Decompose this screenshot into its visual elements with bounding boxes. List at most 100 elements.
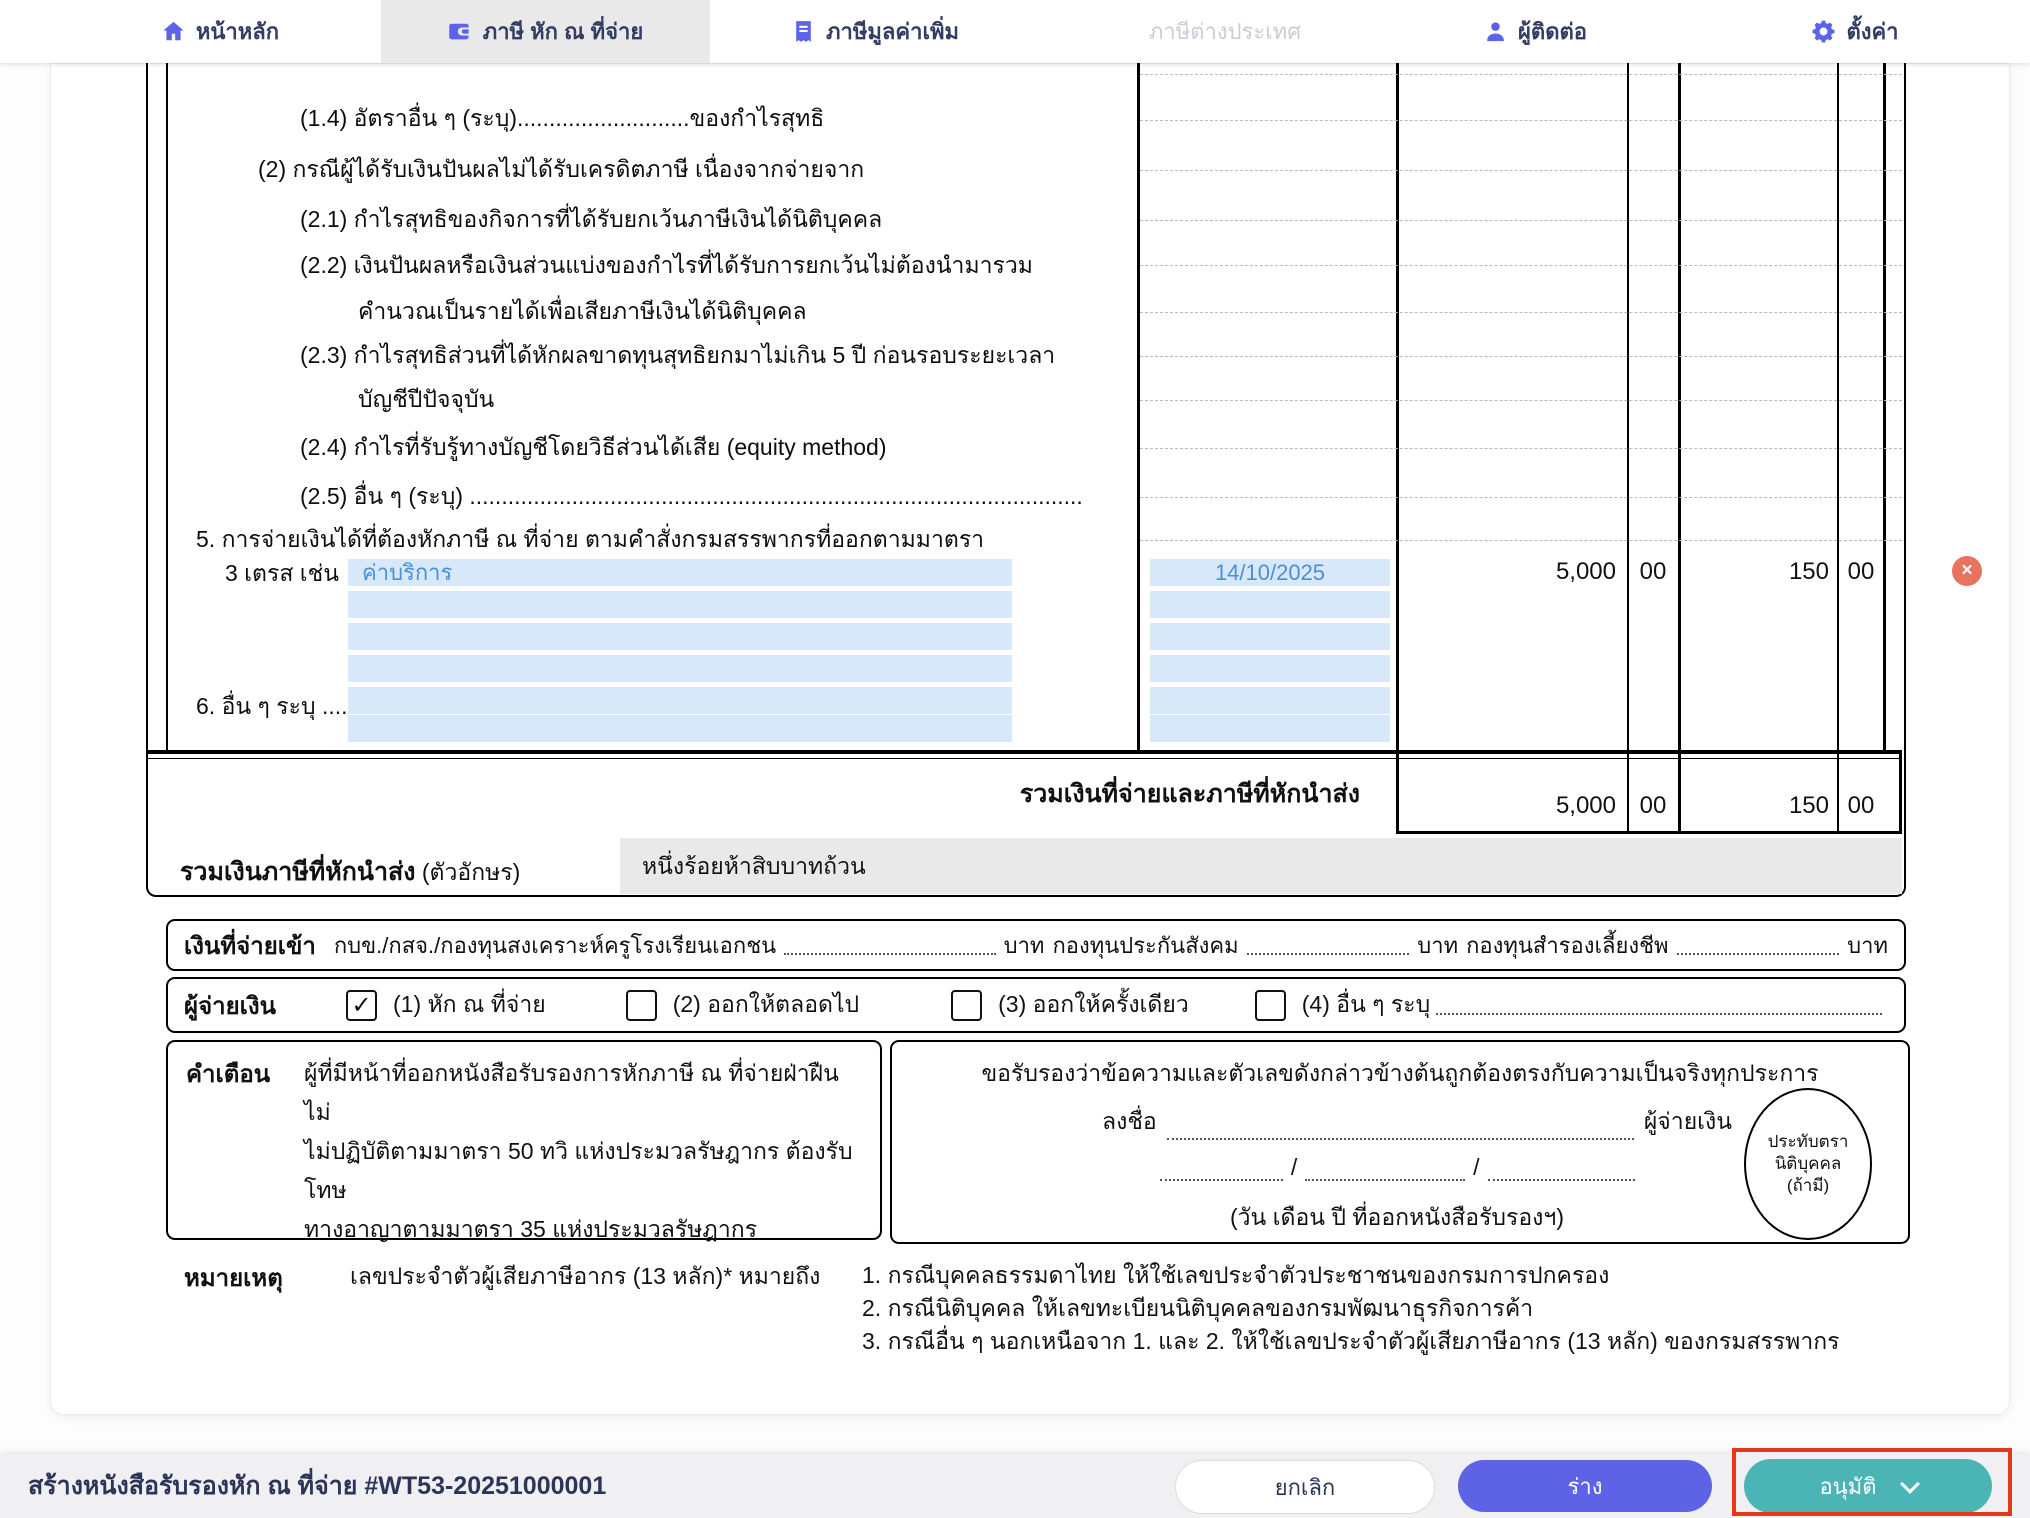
gear-icon [1813,20,1835,43]
income-item: บัญชีปีปัจจุบัน [358,386,495,412]
stamp-line: นิติบุคคล [1774,1154,1842,1173]
nav-label: ภาษีต่างประเทศ [1148,19,1302,44]
payer-checkbox-2[interactable] [625,989,657,1021]
item5-date-input[interactable]: 14/10/2025 [1150,559,1390,586]
payer-option-label: (1) หัก ณ ที่จ่าย [393,991,546,1017]
col-line-desc-date [1137,63,1140,750]
note-line: 3. กรณีอื่น ๆ นอกเหนือจาก 1. และ 2. ให้ใ… [862,1328,1840,1354]
nav-item-home[interactable]: หน้าหลัก [130,0,310,63]
nav-item-vat[interactable]: ภาษีมูลค่าเพิ่ม [760,0,990,63]
payer-checkbox-1[interactable]: ✓ [346,989,377,1021]
income-item: (2.5) อื่น ๆ (ระบุ) ....................… [300,483,1083,509]
notes-label: หมายเหตุ [184,1265,283,1292]
warning-label: คำเตือน [186,1061,271,1088]
payer-option-label: (2) ออกให้ตลอดไป [672,991,860,1017]
col-line-date-amount [1396,63,1399,750]
fund-dotted-line [784,935,996,955]
item5-date-input[interactable] [1150,655,1390,682]
person-icon [1487,22,1504,42]
nav-label: ภาษีมูลค่าเพิ่ม [826,19,959,44]
row-dash [1140,497,1902,498]
draft-button-label: ร่าง [1567,1473,1603,1499]
item6-date-input[interactable] [1150,715,1390,742]
income-item: (2.1) กำไรสุทธิของกิจการที่ได้รับยกเว้นภ… [300,206,883,232]
fund-dotted-line [1246,935,1410,955]
row-dash [1140,220,1902,221]
item5-date-input[interactable] [1150,687,1390,714]
payer-checkbox-3[interactable] [951,989,983,1021]
check-icon: ✓ [351,991,372,1019]
warning-line: ทางอาญาตามมาตรา 35 แห่งประมวลรัษฎากร [304,1216,758,1242]
item5-amount-satang: 00 [1639,558,1667,585]
fund-dotted-line [1676,935,1840,955]
nav-item-contacts[interactable]: ผู้ติดต่อ [1440,0,1630,63]
item5-description-input[interactable] [348,623,1012,650]
form-outer-border [146,63,1906,897]
date-line [1305,1161,1466,1181]
income-item: (2.2) เงินปันผลหรือเงินส่วนแบ่งของกำไรที… [300,252,1033,278]
cert-sign-row: ลงชื่อ ผู้จ่ายเงิน [1102,1104,1732,1140]
income-item: คำนวณเป็นรายได้เพื่อเสียภาษีเงินได้นิติบ… [358,298,807,324]
totals-satang-line-tax [1837,750,1839,834]
item5-tax-satang: 00 [1847,558,1875,585]
col-line-amount-tax [1678,63,1681,750]
item5-date-input[interactable] [1150,623,1390,650]
totals-divider-thick [146,750,1902,754]
satang-line-tax [1837,63,1839,750]
cancel-button-label: ยกเลิก [1274,1474,1336,1500]
note-line: 1. กรณีบุคคลธรรมดาไทย ให้ใช้เลขประจำตัวป… [862,1262,1610,1288]
cancel-button[interactable]: ยกเลิก [1175,1460,1435,1514]
item5-description-input[interactable] [348,687,1012,714]
nav-item-settings[interactable]: ตั้งค่า [1770,0,1940,63]
item5-description-input[interactable]: ค่าบริการ [348,559,1012,586]
total-amount-satang: 00 [1639,792,1667,819]
item5-description-input[interactable] [348,655,1012,682]
document-title: สร้างหนังสือรับรองหัก ณ ที่จ่าย #WT53-20… [28,1472,607,1500]
payer-option-label: (4) อื่น ๆ ระบุ [1301,991,1431,1017]
date-line [1160,1161,1283,1181]
draft-button[interactable]: ร่าง [1458,1460,1712,1512]
row-dash [1140,265,1902,266]
row-dash [1140,448,1902,449]
warning-line: ผู้ที่มีหน้าที่ออกหนังสือรับรองการหักภาษ… [304,1060,839,1125]
item6-description-input[interactable] [348,715,1012,742]
cert-sign-label: ลงชื่อ [1102,1108,1157,1134]
item5-description-input[interactable] [348,591,1012,618]
income-item: (1.4) อัตราอื่น ๆ (ระบุ)................… [300,105,825,131]
totals-divider-thin [146,758,1902,759]
date-slash: / [1290,1154,1298,1180]
note-line: 2. กรณีนิติบุคคล ให้เลขทะเบียนนิติบุคคลข… [862,1295,1534,1321]
approve-button[interactable]: อนุมัติ [1744,1459,1992,1513]
fund-box: เงินที่จ่ายเข้า กบข./กสจ./กองทุนสงเคราะห… [166,919,1906,971]
fund-baht: บาท [1417,932,1459,958]
item5-date-input[interactable] [1150,591,1390,618]
notes-intro: เลขประจำตัวผู้เสียภาษีอากร (13 หลัก)* หม… [350,1263,821,1289]
stamp-line: (ถ้ามี) [1786,1176,1830,1195]
totals-box [1396,750,1902,834]
total-words-label-bold: รวมเงินภาษีที่หักนำส่ง [180,858,416,886]
fund-label: เงินที่จ่ายเข้า [184,932,316,960]
item5-amount-baht: 5,000 [1555,558,1616,585]
fund-baht: บาท [1847,932,1888,958]
income-item: (2) กรณีผู้ได้รับเงินปันผลไม่ได้รับเครดิ… [258,156,865,182]
payer-label: ผู้จ่ายเงิน [184,992,276,1020]
corporate-seal-stamp: ประทับตรา นิติบุคคล (ถ้ามี) [1744,1088,1872,1240]
cert-statement: ขอรับรองว่าข้อความและตัวเลขดังกล่าวข้างต… [981,1060,1819,1086]
nav-label: ตั้งค่า [1846,19,1899,44]
table-left-line [166,63,168,750]
remove-row-button[interactable]: × [1952,556,1982,586]
nav-label: ผู้ติดต่อ [1518,19,1587,44]
payer-checkbox-4[interactable] [1254,989,1286,1021]
row-dash [1140,400,1902,401]
nav-item-foreign-tax: ภาษีต่างประเทศ [1120,0,1330,63]
row-dash [1140,312,1902,313]
item5-label-line2: 3 เตรส เช่น [225,560,339,586]
income-item: (2.3) กำไรสุทธิส่วนที่ได้หักผลขาดทุนสุทธ… [300,342,1056,368]
nav-item-withholding-tax[interactable]: ภาษี หัก ณ ที่จ่าย [381,0,710,63]
wallet-icon [448,23,469,40]
date-slash: / [1473,1154,1480,1180]
payer-other-dotted-line [1436,995,1882,1015]
fund-text: กองทุนประกันสังคม [1052,932,1239,958]
total-tax-satang: 00 [1847,792,1875,819]
certification-box: ขอรับรองว่าข้อความและตัวเลขดังกล่าวข้างต… [890,1040,1910,1244]
